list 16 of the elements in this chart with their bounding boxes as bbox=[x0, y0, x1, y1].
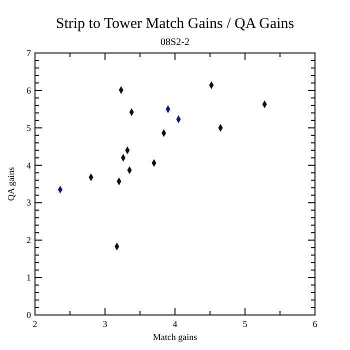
y-tick-label: 7 bbox=[26, 48, 32, 58]
x-axis-title: Match gains bbox=[152, 332, 198, 342]
y-tick-label: 1 bbox=[26, 272, 31, 283]
chart-title: Strip to Tower Match Gains / QA Gains bbox=[56, 16, 294, 32]
y-tick-label: 5 bbox=[26, 122, 32, 133]
y-axis-title: QA gains bbox=[6, 166, 16, 201]
chart-subtitle: 08S2-2 bbox=[160, 37, 190, 48]
x-tick-label: 6 bbox=[312, 319, 318, 329]
y-tick-label: 2 bbox=[26, 235, 31, 246]
y-tick-label: 3 bbox=[26, 198, 32, 208]
x-tick-label: 5 bbox=[242, 319, 248, 329]
x-tick-label: 3 bbox=[102, 319, 108, 329]
x-tick-label: 4 bbox=[172, 319, 178, 329]
y-tick-label: 6 bbox=[26, 85, 32, 96]
y-tick-label: 4 bbox=[26, 160, 32, 170]
y-tick-label: 0 bbox=[26, 310, 32, 320]
